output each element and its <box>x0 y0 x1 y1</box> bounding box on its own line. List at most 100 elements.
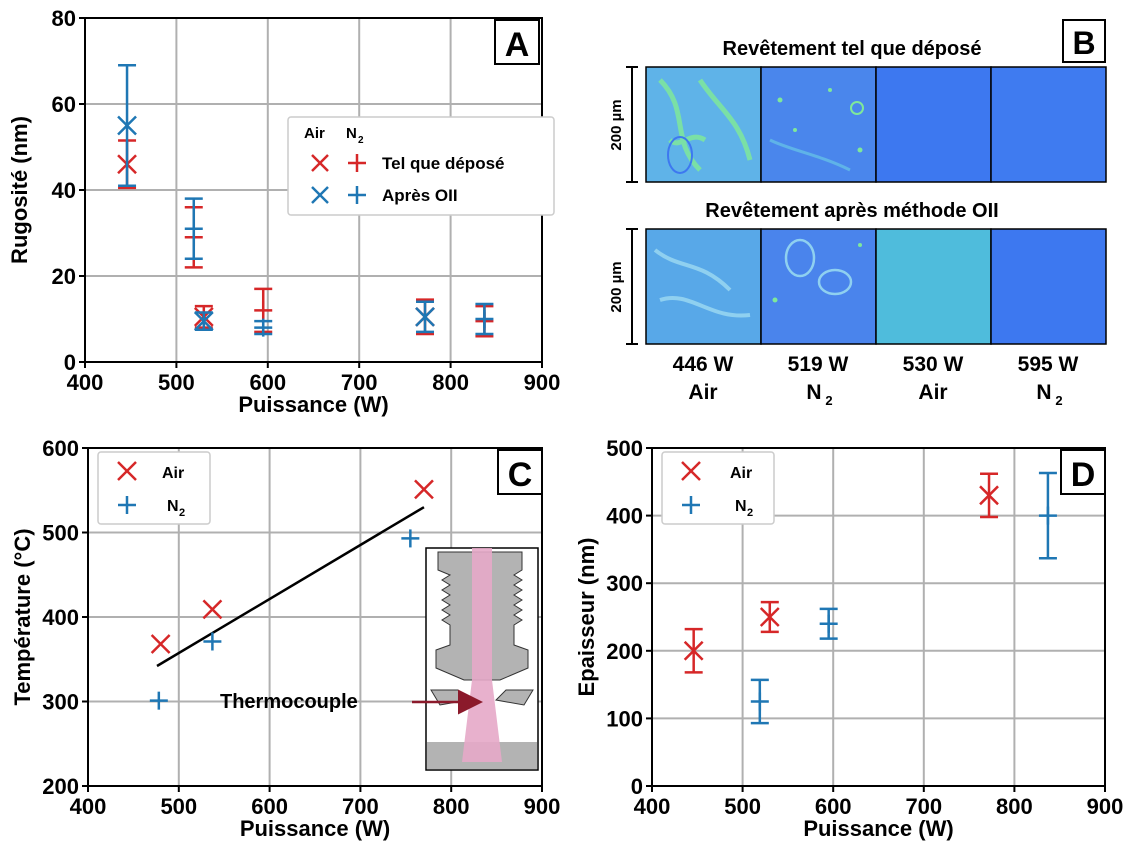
x-tick-label: 900 <box>524 794 561 819</box>
x-tick-label: 600 <box>251 794 288 819</box>
plot-frame <box>87 447 543 787</box>
y-tick-label: 200 <box>606 639 643 664</box>
x-tick-label: 400 <box>67 370 104 395</box>
panel-a: 400 500 600 700 800 900 0 20 40 60 80 Puissance (W)… <box>7 6 560 417</box>
y-tick-label: 20 <box>52 264 76 289</box>
svg-text:N: N <box>1036 381 1051 404</box>
y-tick-label: 100 <box>606 706 643 731</box>
y-tick-label: 300 <box>606 571 643 596</box>
y-tick-label: 0 <box>631 774 643 799</box>
nozzle-schematic <box>425 547 539 771</box>
y-axis-label: Rugosité (nm) <box>7 116 32 264</box>
svg-text:C: C <box>508 456 533 494</box>
marker-x <box>193 311 214 332</box>
legend-marker-air <box>681 461 701 481</box>
y-tick-label: 400 <box>42 605 79 630</box>
legend-marker-air <box>117 461 137 481</box>
legend-label-n2: N <box>735 498 747 515</box>
marker-x <box>979 485 999 506</box>
legend-label-air: Air <box>162 465 184 482</box>
x-tick-label: 500 <box>724 794 761 819</box>
legend-marker-n2 <box>118 496 136 514</box>
x-tick-label: 700 <box>342 794 379 819</box>
micrograph-bottom-4 <box>990 228 1107 345</box>
panel-b-top-title: Revêtement tel que déposé <box>723 38 982 60</box>
y-tick-label: 500 <box>606 436 643 461</box>
x-tick-label: 500 <box>158 370 195 395</box>
legend-marker-air-deposited <box>311 154 329 172</box>
micrograph-bottom-1 <box>645 228 762 345</box>
micrograph-top-2 <box>760 66 877 183</box>
thermocouple-annotation: Thermocouple <box>220 689 483 715</box>
scale-bar-top: 200 µm <box>608 66 638 183</box>
panel-a-legend: Air N 2 Tel que déposé Après OII <box>287 116 555 216</box>
x-tick-label: 700 <box>341 370 378 395</box>
legend-marker-n2-deposited <box>348 154 366 172</box>
marker-x <box>415 306 435 327</box>
svg-text:D: D <box>1071 456 1096 494</box>
legend-label-n2: N <box>167 498 179 515</box>
svg-text:N: N <box>806 381 821 404</box>
y-tick-label: 200 <box>42 774 79 799</box>
y-tick-label: 500 <box>42 521 79 546</box>
x-axis-label: Puissance (W) <box>238 392 388 417</box>
y-tick-label: 400 <box>606 504 643 529</box>
y-tick-label: 80 <box>52 6 76 31</box>
legend-marker-n2-after <box>348 186 366 204</box>
micrograph-top-3 <box>875 66 992 183</box>
scale-label-top: 200 µm <box>608 99 625 150</box>
y-axis-label: Epaisseur (nm) <box>574 538 599 697</box>
micrograph-top-4 <box>990 66 1107 183</box>
x-tick-label: 800 <box>433 794 470 819</box>
panel-c-label: C <box>497 449 543 495</box>
y-tick-label: 0 <box>64 350 76 375</box>
x-tick-label: 900 <box>1087 794 1124 819</box>
panel-d-legend: Air N 2 <box>661 451 775 525</box>
legend-label-after: Après OII <box>382 186 458 205</box>
x-tick-label: 600 <box>249 370 286 395</box>
y-tick-label: 300 <box>42 690 79 715</box>
y-tick-label: 60 <box>52 92 76 117</box>
y-tick-label: 40 <box>52 178 76 203</box>
panel-c-legend: Air N 2 <box>97 451 211 525</box>
panel-d: 400 500 600 700 800 900 0 100 200 300 400 500 Puissa… <box>574 436 1123 841</box>
column-label-4: 595 W N 2 <box>1018 353 1079 408</box>
svg-text:530 W: 530 W <box>903 353 964 376</box>
legend-marker-air-after <box>311 186 329 204</box>
column-label-3: 530 W Air <box>903 353 964 404</box>
fit-line <box>156 506 425 668</box>
y-axis-label: Température (°C) <box>10 528 35 705</box>
thermocouple-label: Thermocouple <box>220 691 358 713</box>
micrograph-bottom-3 <box>875 228 992 345</box>
legend-label-n2-sub: 2 <box>747 507 753 519</box>
legend-header-n2: N <box>346 125 357 142</box>
svg-text:446 W: 446 W <box>673 353 734 376</box>
y-tick-label: 600 <box>42 436 79 461</box>
scale-label-bottom: 200 µm <box>608 261 625 312</box>
legend-header-air: Air <box>304 125 325 142</box>
svg-text:A: A <box>505 26 530 64</box>
marker-x <box>117 115 137 136</box>
panel-b-bottom-title: Revêtement après méthode OII <box>705 200 998 222</box>
plot-frame <box>651 447 1106 787</box>
marker-x <box>202 599 223 620</box>
legend-header-n2-sub: 2 <box>358 135 364 146</box>
x-tick-label: 800 <box>432 370 469 395</box>
legend-marker-n2 <box>682 496 700 514</box>
x-tick-label: 500 <box>160 794 197 819</box>
x-tick-label: 900 <box>524 370 561 395</box>
svg-text:2: 2 <box>1055 393 1062 408</box>
marker-x <box>759 607 780 627</box>
x-tick-label: 400 <box>70 794 107 819</box>
panel-b-letter: B <box>1072 25 1095 61</box>
x-tick-label: 400 <box>634 794 671 819</box>
column-label-1: 446 W Air <box>673 353 734 404</box>
marker-x <box>150 634 171 654</box>
x-axis-label: Puissance (W) <box>240 816 390 841</box>
marker-x <box>414 479 434 500</box>
svg-text:595 W: 595 W <box>1018 353 1079 376</box>
x-tick-label: 700 <box>905 794 942 819</box>
x-tick-label: 800 <box>996 794 1033 819</box>
panel-b: Revêtement tel que déposé B Revêtement a… <box>608 19 1107 408</box>
marker-x <box>683 640 704 661</box>
